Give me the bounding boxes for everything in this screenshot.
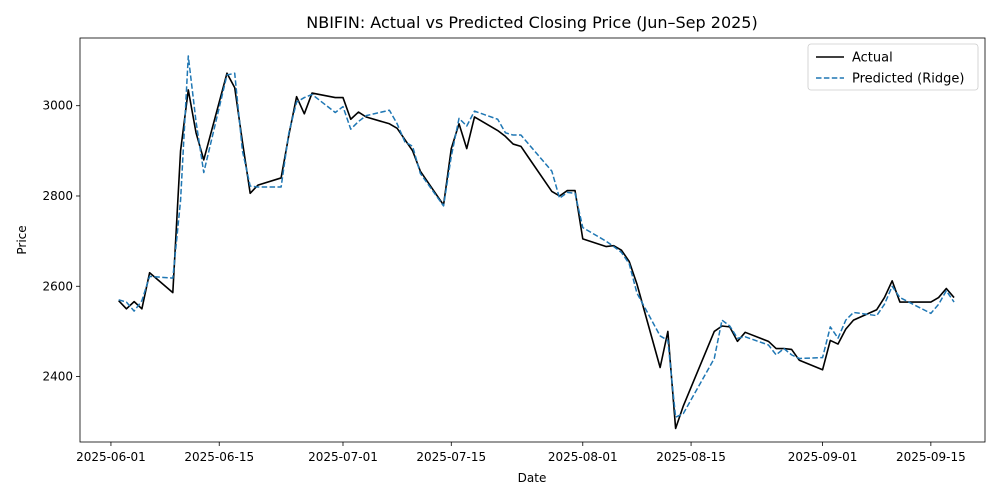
x-tick-label: 2025-08-15: [656, 450, 726, 464]
x-tick-label: 2025-08-01: [548, 450, 618, 464]
x-axis-label: Date: [518, 471, 547, 485]
x-tick-label: 2025-09-01: [788, 450, 858, 464]
plot-background: [80, 38, 985, 442]
x-tick-label: 2025-07-15: [416, 450, 486, 464]
y-tick-label: 3000: [42, 99, 73, 113]
x-tick-label: 2025-09-15: [896, 450, 966, 464]
y-tick-label: 2400: [42, 370, 73, 384]
legend: Actual Predicted (Ridge): [807, 43, 979, 91]
y-axis-label: Price: [15, 225, 29, 254]
chart-title: NBIFIN: Actual vs Predicted Closing Pric…: [306, 13, 757, 32]
legend-box: [807, 43, 979, 91]
x-tick-label: 2025-06-15: [184, 450, 254, 464]
legend-label: Actual: [852, 51, 893, 66]
y-tick-label: 2600: [42, 279, 73, 293]
axes: 2025-06-01 2025-06-15 2025-07-01 2025-07-15…: [42, 37, 986, 464]
series-lines: [118, 55, 955, 430]
y-tick-label: 2800: [42, 189, 73, 203]
plot-area: [80, 38, 985, 442]
legend-label: Predicted (Ridge): [852, 72, 964, 87]
x-tick-label: 2025-06-01: [76, 450, 146, 464]
plot-frame: [79, 37, 986, 443]
x-tick-label: 2025-07-01: [308, 450, 378, 464]
series-line-predicted: [118, 55, 955, 418]
